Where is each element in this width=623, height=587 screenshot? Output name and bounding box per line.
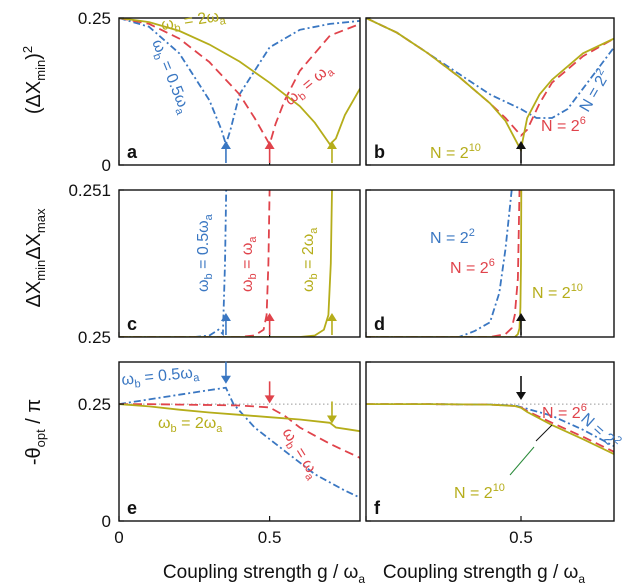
series-line-solid xyxy=(119,403,360,433)
leader-f-n10 xyxy=(509,446,535,476)
axes-frame xyxy=(118,189,361,338)
arrow-head xyxy=(220,375,231,384)
arrow-head xyxy=(516,313,526,321)
panel-label: d xyxy=(374,314,385,334)
series-line-dashed xyxy=(119,190,271,337)
axes-frame xyxy=(365,361,615,522)
y-tick-label: 0 xyxy=(102,512,111,531)
label-a-one: ωb = ωa xyxy=(282,60,338,112)
panel-a: 0.25 0a xyxy=(78,9,361,175)
arrow-head xyxy=(326,415,337,424)
series-line-dashed xyxy=(119,18,360,147)
series-line-dashed xyxy=(366,18,614,137)
label-d-n10: N = 210 xyxy=(532,282,583,302)
label-a-half: ωb = 0.5ωa xyxy=(146,37,194,117)
label-f-n2: N = 22 xyxy=(577,408,623,453)
label-c-one: ωb = ωa xyxy=(239,236,259,292)
panel-label: a xyxy=(127,142,138,162)
x-tick-label: 0.5 xyxy=(509,528,533,547)
panel-c: 0.251 0.25 c xyxy=(68,181,361,347)
label-f-n6: N = 26 xyxy=(542,402,587,422)
series-line-solid xyxy=(119,190,333,337)
arrow-head xyxy=(264,395,275,404)
label-f-n10: N = 210 xyxy=(454,482,505,502)
panel-f: 0.5 f xyxy=(365,361,615,547)
label-b-n10: N = 210 xyxy=(430,142,481,162)
series-line-dashed xyxy=(366,190,521,337)
series-line-dash-dot xyxy=(119,386,360,499)
series-line-dash-dot xyxy=(119,190,228,337)
series-line-dashed xyxy=(119,403,360,459)
label-a-two: ωb = 2ωa xyxy=(160,7,228,37)
arrow-head xyxy=(326,141,337,149)
label-c-two: ωb = 2ωa xyxy=(300,227,320,292)
arrow-head xyxy=(264,313,275,321)
panel-e: 0.25 00 0.5 e xyxy=(78,361,361,547)
arrow-head xyxy=(220,313,231,321)
label-b-n6: N = 26 xyxy=(541,115,586,135)
series-line-dash-dot xyxy=(119,18,360,148)
y-tick-label: 0.25 xyxy=(78,9,111,28)
arrow-head xyxy=(220,141,231,149)
x-tick-label: 0 xyxy=(114,528,123,547)
xlabel-right: Coupling strength g / ωa xyxy=(383,562,585,586)
panel-label: f xyxy=(374,498,381,518)
series-line-solid xyxy=(119,18,360,146)
label-c-half: ωb = 0.5ωa xyxy=(195,213,215,292)
panel-b: b xyxy=(365,17,615,166)
x-tick-label: 0.5 xyxy=(258,528,282,547)
label-e-two: ωb = 2ωa xyxy=(158,415,223,435)
xlabel-left: Coupling strength g / ωa xyxy=(163,562,365,586)
series-line-solid xyxy=(366,403,614,455)
arrow-head xyxy=(516,392,526,400)
series-line-dash-dot xyxy=(366,18,614,119)
arrow-head xyxy=(264,141,275,149)
panel-label: e xyxy=(127,498,137,518)
row1-ylabel: (ΔXmin)2 xyxy=(20,46,48,114)
series-line-solid xyxy=(366,190,523,337)
y-tick-label: 0.25 xyxy=(78,328,111,347)
y-tick-label: 0.25 xyxy=(78,395,111,414)
axes-frame xyxy=(365,189,615,338)
y-tick-label: 0 xyxy=(102,156,111,175)
label-d-n2: N = 22 xyxy=(430,227,475,247)
leader-f-n6 xyxy=(535,424,553,442)
row2-ylabel: ΔXminΔXmax xyxy=(23,208,48,307)
arrow-head xyxy=(326,313,337,321)
row3-ylabel: -θopt / π xyxy=(23,399,48,465)
axes-frame xyxy=(118,17,361,166)
label-e-half: ωb = 0.5ωa xyxy=(121,364,201,392)
y-tick-label: 0.251 xyxy=(68,181,111,200)
panel-label: b xyxy=(374,142,385,162)
label-d-n6: N = 26 xyxy=(450,257,495,277)
arrow-head xyxy=(516,141,526,149)
axes-frame xyxy=(365,17,615,166)
axes-frame xyxy=(118,361,361,522)
panel-d: d xyxy=(365,189,615,338)
annotations: ωb = 0.5ωa ωb = ωa ωb = 2ωa N = 22 N = 2… xyxy=(121,7,623,502)
panel-label: c xyxy=(127,314,137,334)
